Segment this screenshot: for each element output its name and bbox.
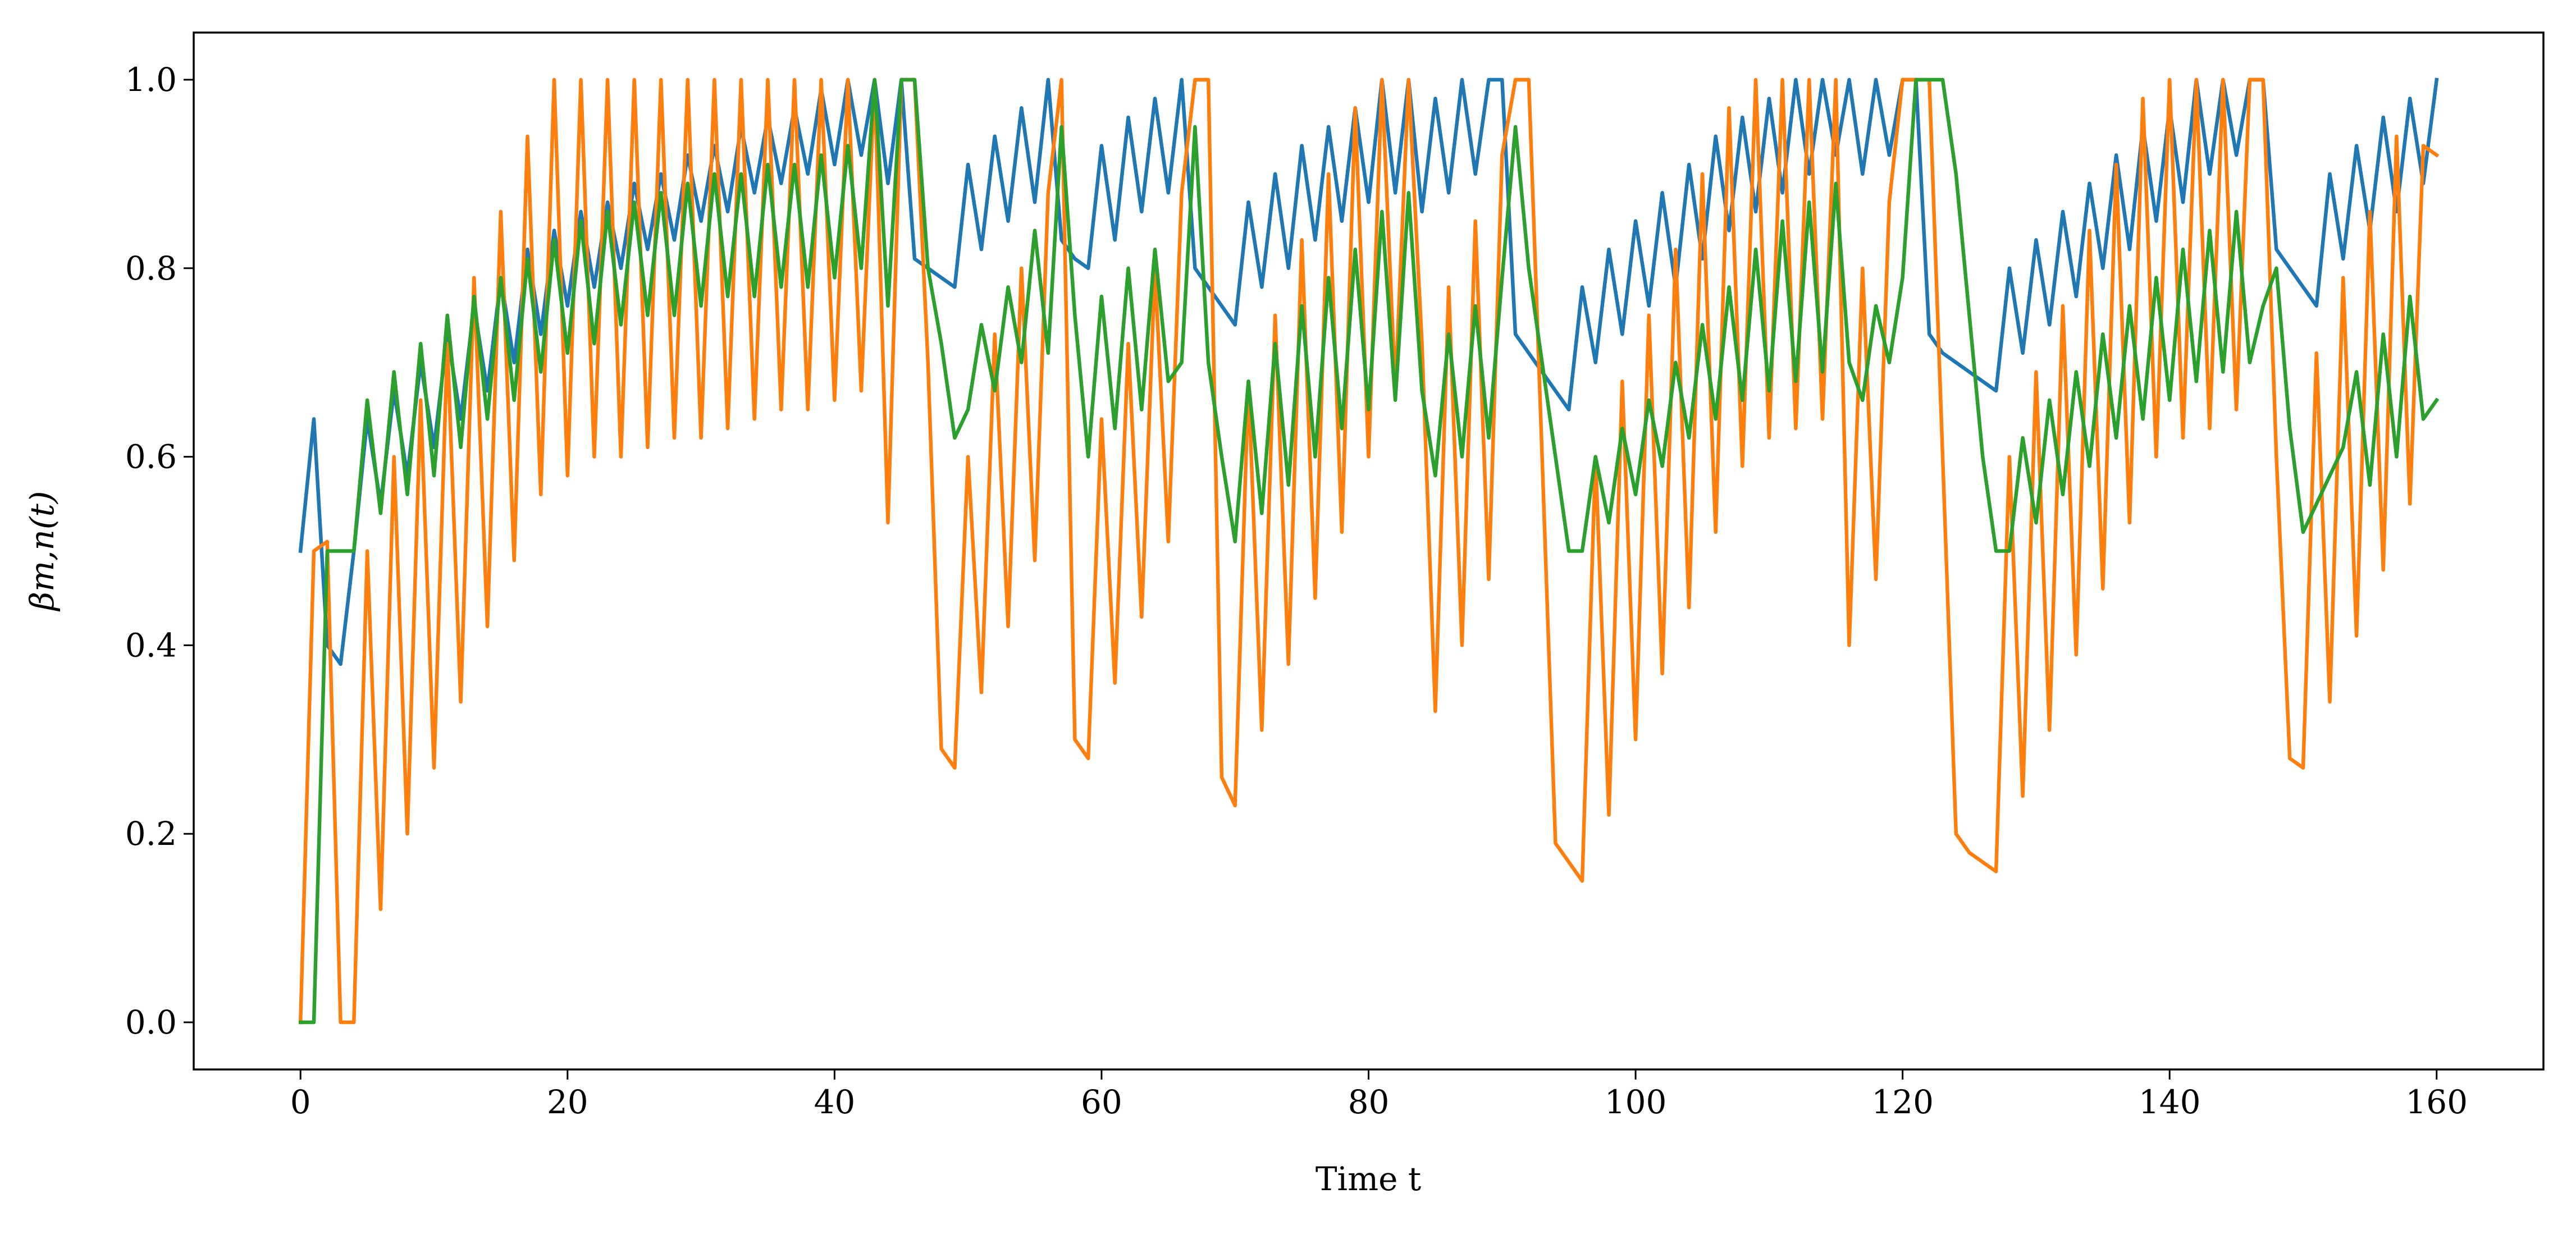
- data-line: [298, 77, 2440, 1025]
- x-tick-label: 40: [814, 1083, 855, 1121]
- x-tick-label: 100: [1605, 1083, 1667, 1121]
- y-tick-label: 0.4: [125, 626, 177, 664]
- x-tick-label: 140: [2139, 1083, 2201, 1121]
- plot-frame: [193, 31, 2545, 1071]
- x-tick-label: 0: [290, 1083, 311, 1121]
- x-tick-label: 160: [2405, 1083, 2468, 1121]
- y-tick-label: 0.8: [125, 249, 177, 287]
- y-axis-label: βm,n(t): [23, 491, 61, 612]
- data-line: [298, 77, 2440, 1025]
- y-tick-label: 0.6: [125, 438, 177, 476]
- y-tick-label: 1.0: [125, 61, 177, 99]
- y-tick-label: 0.2: [125, 815, 177, 853]
- x-tick-label: 120: [1871, 1083, 1934, 1121]
- x-tick-label: 80: [1348, 1083, 1390, 1121]
- x-tick-label: 20: [547, 1083, 588, 1121]
- x-tick-label: 60: [1081, 1083, 1122, 1121]
- x-axis-label: Time t: [1316, 1160, 1421, 1198]
- y-tick-label: 0.0: [125, 1003, 177, 1041]
